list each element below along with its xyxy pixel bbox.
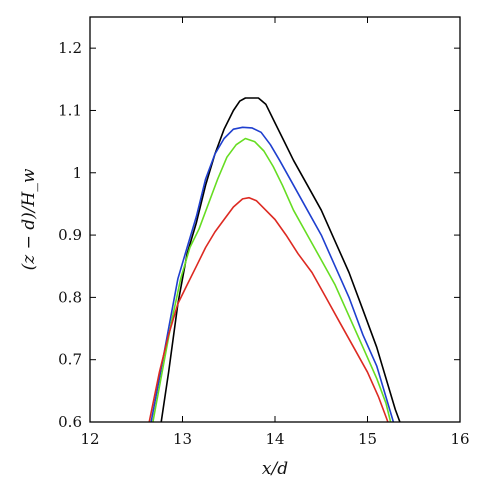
y-tick-label: 1.2 xyxy=(58,39,82,57)
series-line-4 xyxy=(148,196,389,423)
x-tick-label: 12 xyxy=(80,430,99,448)
series-line-3 xyxy=(152,137,392,423)
x-tick-label: 13 xyxy=(173,430,192,448)
series-layer xyxy=(148,97,401,423)
y-axis-label: (z − d)/H_w xyxy=(19,168,39,270)
y-tick-label: 0.8 xyxy=(58,288,82,306)
y-tick-label: 0.7 xyxy=(58,351,82,369)
y-tick-label: 1.1 xyxy=(58,101,82,119)
series-line-1 xyxy=(160,97,401,423)
series-line-2 xyxy=(150,126,395,423)
y-tick-label: 0.6 xyxy=(58,413,82,431)
x-tick-label: 15 xyxy=(358,430,377,448)
x-tick-label: 14 xyxy=(265,430,284,448)
y-tick-label: 1 xyxy=(72,164,82,182)
axes-layer: 12 13 14 15 16 0.6 0.7 0.8 0.9 1 1.1 1.2 xyxy=(58,17,470,448)
x-axis-label: x/d xyxy=(262,459,288,479)
x-tick-label: 16 xyxy=(450,430,469,448)
y-tick-label: 0.9 xyxy=(58,226,82,244)
